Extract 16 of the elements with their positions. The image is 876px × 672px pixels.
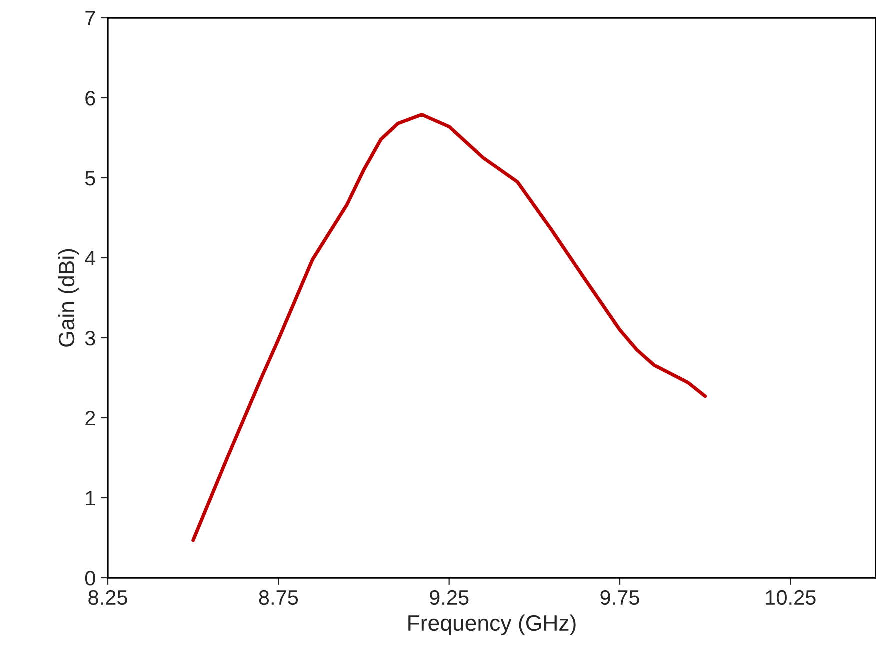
x-tick-label: 9.25: [430, 590, 469, 606]
y-tick-label: 1: [86, 491, 96, 506]
x-tick-label: 8.25: [88, 590, 128, 606]
y-tick-label: 2: [86, 411, 96, 426]
x-tick-label: 10.25: [766, 590, 816, 606]
y-tick-label: 4: [85, 251, 96, 266]
y-tick-label: 3: [85, 331, 96, 346]
x-axis-title: Frequency (GHz): [408, 614, 576, 636]
y-tick-label: 5: [85, 171, 96, 186]
y-axis-title: Gain (dBi): [58, 249, 80, 347]
line-series: [192, 113, 708, 542]
y-tick-label: 7: [86, 11, 96, 26]
y-tick-label: 0: [85, 571, 96, 586]
x-tick-label: 8.75: [259, 590, 298, 606]
y-tick-label: 6: [86, 91, 96, 106]
x-tick-label: 9.75: [600, 590, 640, 606]
